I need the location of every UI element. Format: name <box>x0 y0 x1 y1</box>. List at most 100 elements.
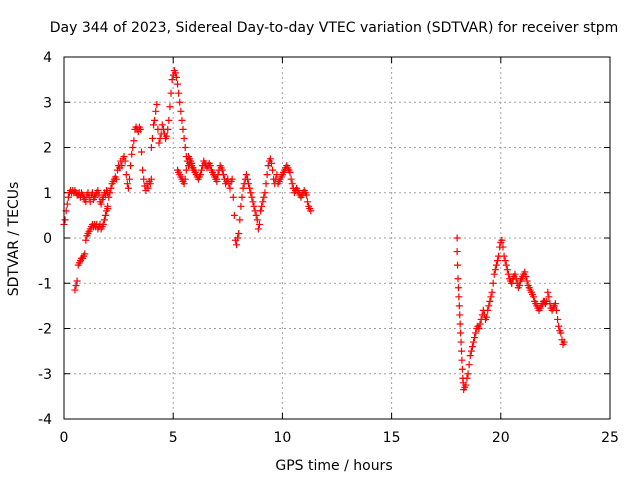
data-point <box>468 343 476 351</box>
y-tick-label: 3 <box>43 95 52 111</box>
data-point <box>181 144 189 151</box>
data-point <box>151 116 159 124</box>
y-tick-label: 0 <box>43 231 52 247</box>
data-point <box>499 243 507 251</box>
data-point <box>105 193 113 201</box>
data-point <box>261 189 269 197</box>
data-point <box>175 89 183 97</box>
y-tick-label: 2 <box>43 141 52 157</box>
data-point <box>544 288 552 296</box>
data-point <box>307 207 315 215</box>
data-point <box>152 107 160 115</box>
data-point <box>228 175 236 183</box>
data-point <box>455 302 463 310</box>
data-point <box>515 282 523 290</box>
data-point <box>492 261 500 269</box>
x-tick-label: 15 <box>383 430 401 446</box>
data-point <box>266 155 274 163</box>
data-point <box>545 293 553 301</box>
data-point <box>466 352 474 360</box>
data-point <box>246 184 254 192</box>
data-point <box>455 293 463 301</box>
data-point <box>171 69 179 77</box>
data-point <box>129 144 137 151</box>
data-point <box>180 134 188 142</box>
data-point <box>457 347 465 355</box>
data-point <box>242 171 250 179</box>
data-point <box>177 107 185 115</box>
x-tick-label: 10 <box>273 430 291 446</box>
data-point <box>249 198 257 206</box>
data-point <box>465 361 473 369</box>
data-point <box>95 191 103 199</box>
data-point <box>128 150 136 158</box>
grid <box>64 57 610 419</box>
data-point <box>198 166 206 174</box>
data-point <box>101 211 109 219</box>
data-point <box>555 322 563 330</box>
data-point <box>252 211 260 219</box>
data-point <box>136 125 144 133</box>
data-point <box>464 370 472 378</box>
x-tick-label: 5 <box>169 430 178 446</box>
data-point <box>219 171 227 179</box>
data-point <box>485 302 493 310</box>
data-point <box>238 193 246 201</box>
data-point <box>260 193 268 201</box>
data-point <box>521 268 529 276</box>
data-point <box>144 184 152 192</box>
data-point <box>490 270 498 278</box>
data-point <box>179 125 187 133</box>
data-point <box>247 189 255 197</box>
data-point <box>467 347 475 355</box>
data-point <box>81 250 89 258</box>
data-point <box>168 76 176 84</box>
y-tick-label: -1 <box>38 276 52 292</box>
data-point <box>489 279 497 287</box>
data-point <box>503 266 511 274</box>
data-point <box>551 300 559 308</box>
data-point <box>206 162 214 170</box>
y-tick-label: -4 <box>38 412 52 428</box>
data-point <box>243 175 251 183</box>
y-axis-label: SDTVAR / TECUs <box>6 182 22 297</box>
data-point <box>197 171 204 179</box>
data-point <box>255 220 263 228</box>
data-point <box>165 116 173 124</box>
data-point <box>167 89 175 97</box>
data-point <box>483 313 491 321</box>
data-point <box>491 266 499 274</box>
data-point <box>560 338 568 346</box>
data-point <box>176 98 184 106</box>
data-point <box>484 306 492 314</box>
data-point <box>120 153 128 161</box>
data-points <box>60 67 568 394</box>
data-point <box>122 171 130 179</box>
data-point <box>302 191 310 199</box>
y-tick-label: 1 <box>43 186 52 202</box>
data-point <box>164 125 172 133</box>
data-point <box>64 193 72 201</box>
data-point <box>118 162 126 170</box>
data-point <box>236 216 244 224</box>
data-point <box>456 311 464 319</box>
data-point <box>148 134 156 142</box>
data-point <box>97 200 105 208</box>
data-point <box>172 73 180 81</box>
data-point <box>237 202 245 210</box>
data-point <box>259 198 267 206</box>
data-point <box>253 216 261 224</box>
data-point <box>121 157 129 165</box>
data-point <box>138 148 146 156</box>
data-point <box>476 320 484 328</box>
data-point <box>457 338 465 346</box>
data-point <box>263 171 271 179</box>
data-point <box>73 277 81 285</box>
data-point <box>554 315 562 323</box>
data-point <box>153 101 161 109</box>
data-point <box>472 329 480 337</box>
data-point <box>470 338 477 346</box>
data-point <box>106 189 114 197</box>
data-point <box>257 207 265 215</box>
